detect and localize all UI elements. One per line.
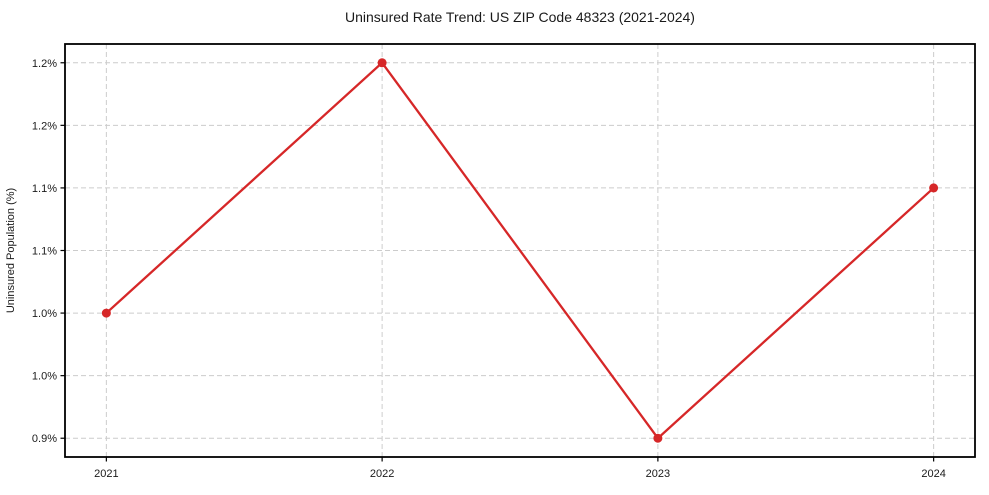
data-point	[653, 433, 663, 443]
y-tick-label: 1.1%	[32, 183, 57, 195]
axis-ticks: 0.9% 1.0% 1.0% 1.1% 1.1% 1.2% 1.2% 2021 2022 2023…	[32, 58, 946, 480]
y-tick-label: 1.0%	[32, 308, 57, 320]
data-point	[101, 308, 111, 318]
data-point	[377, 58, 387, 68]
y-tick-label: 1.2%	[32, 120, 57, 132]
x-tick-label: 2024	[921, 468, 945, 480]
data-series	[101, 58, 939, 443]
data-point	[929, 183, 939, 193]
gridlines	[65, 44, 975, 457]
chart-title: Uninsured Rate Trend: US ZIP Code 48323 …	[345, 9, 695, 25]
y-tick-label: 1.1%	[32, 246, 57, 258]
series-line	[105, 61, 935, 440]
x-tick-label: 2021	[94, 468, 118, 480]
y-tick-label: 1.2%	[32, 58, 57, 70]
y-tick-label: 0.9%	[32, 433, 57, 445]
x-tick-label: 2023	[646, 468, 670, 480]
y-tick-label: 1.0%	[32, 371, 57, 383]
y-axis-label: Uninsured Population (%)	[5, 188, 17, 313]
x-tick-label: 2022	[370, 468, 394, 480]
